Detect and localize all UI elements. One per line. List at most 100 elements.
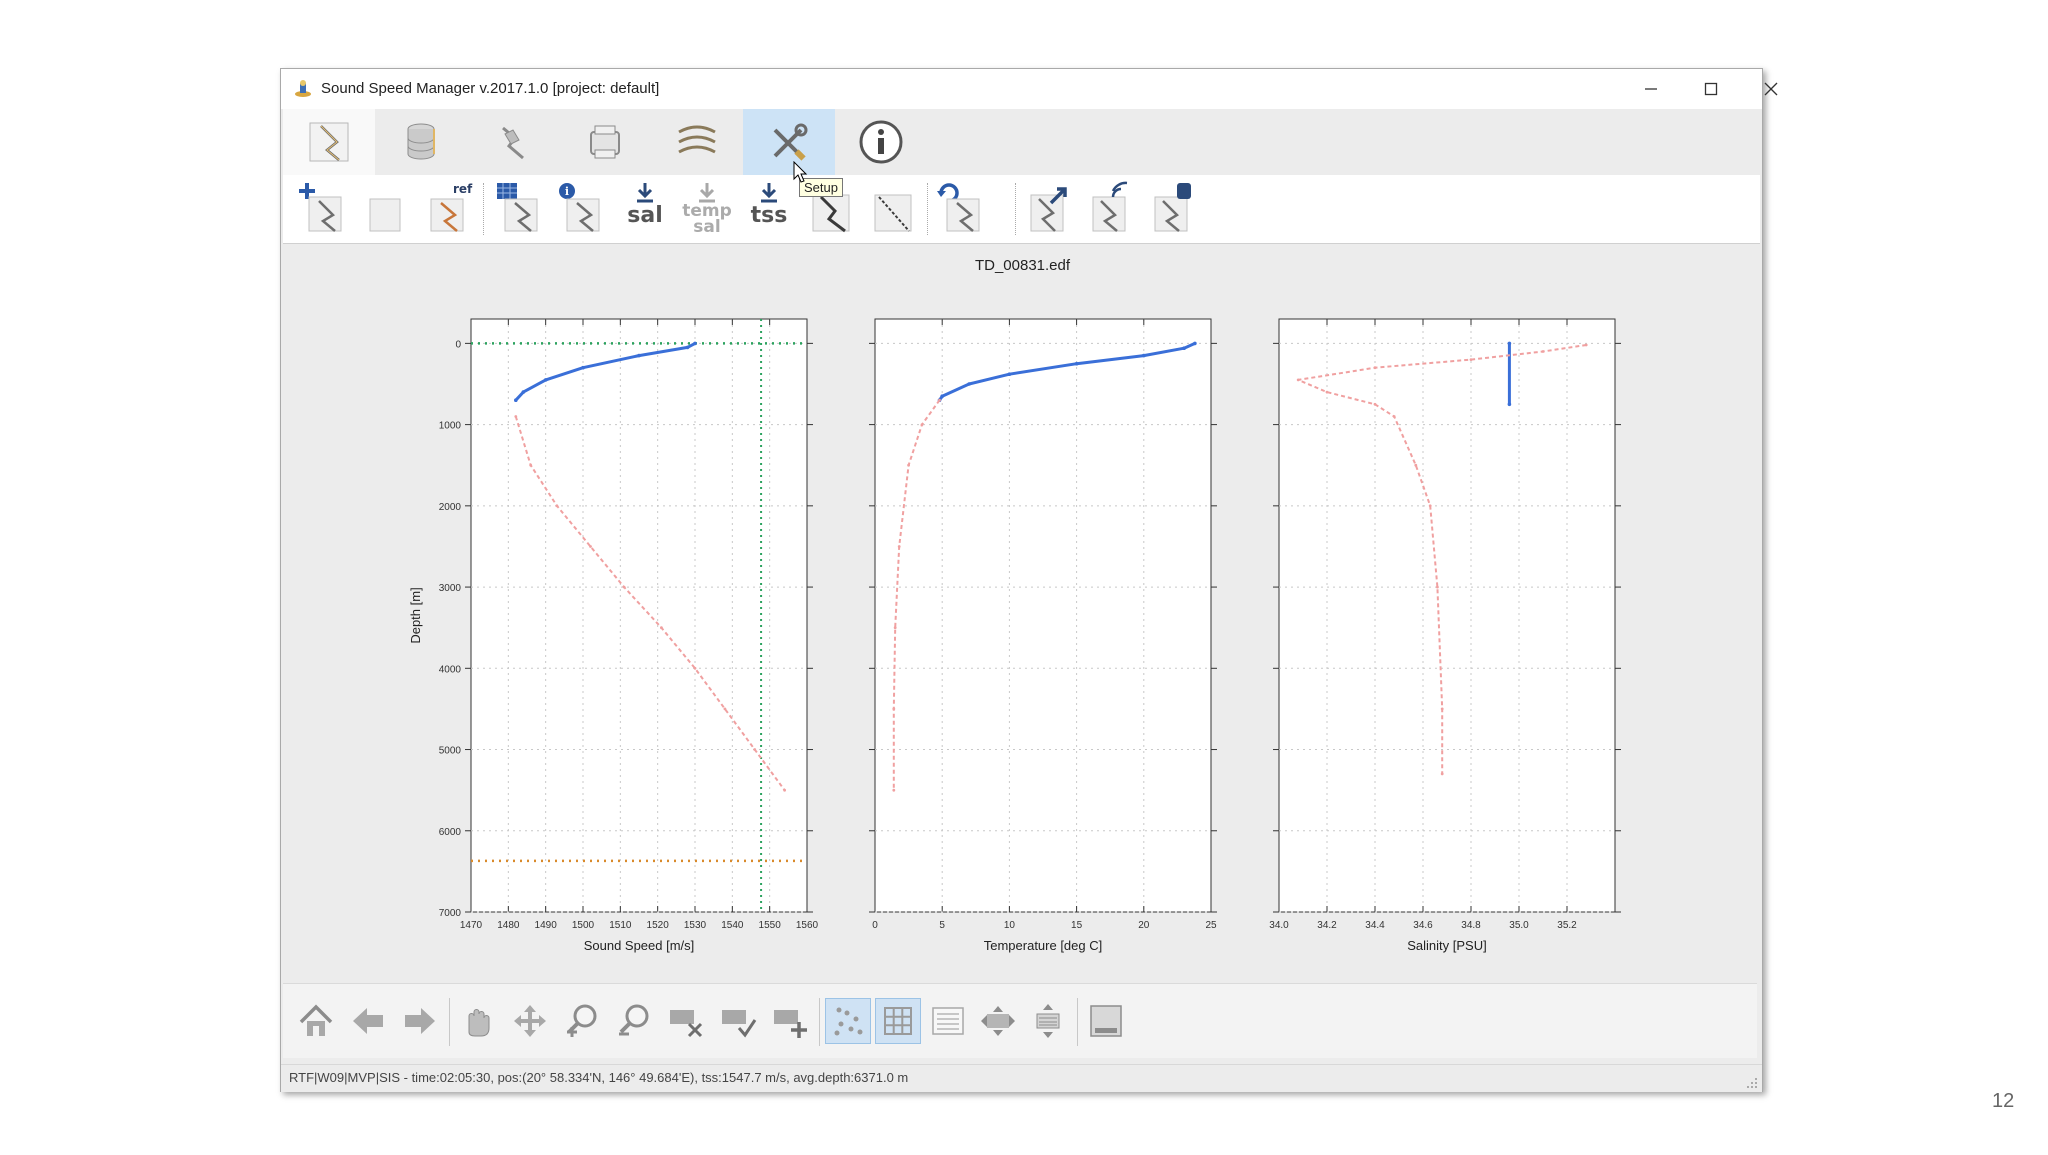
database-icon bbox=[407, 123, 435, 160]
grid-toggle-button[interactable] bbox=[875, 998, 921, 1044]
insert-sample-button[interactable] bbox=[767, 998, 813, 1044]
x-tick-label: 1550 bbox=[759, 920, 782, 931]
flagged-sample-point bbox=[1392, 415, 1396, 418]
export-button[interactable] bbox=[1023, 181, 1075, 237]
depth-tick-label: 2000 bbox=[439, 502, 462, 513]
depth-axis-label: Depth [m] bbox=[408, 587, 423, 643]
svg-text:i: i bbox=[565, 185, 569, 198]
x-tick-label: 15 bbox=[1071, 920, 1083, 931]
unflag-data-button[interactable] bbox=[715, 998, 761, 1044]
flagged-sample-point bbox=[589, 545, 592, 548]
zoom-out-button[interactable] bbox=[611, 998, 657, 1044]
x-tick-label: 34.4 bbox=[1365, 920, 1385, 931]
tab-server[interactable] bbox=[559, 109, 651, 175]
metadata-button[interactable]: i bbox=[555, 181, 607, 237]
home-view-button[interactable] bbox=[293, 998, 339, 1044]
window-title: Sound Speed Manager v.2017.1.0 [project:… bbox=[321, 80, 660, 97]
arrow-right-icon bbox=[405, 1008, 435, 1034]
tab-info[interactable] bbox=[835, 109, 927, 175]
clear-profile-button[interactable] bbox=[360, 181, 412, 237]
x-tick-label: 34.2 bbox=[1317, 920, 1337, 931]
x-tick-label: 1530 bbox=[684, 920, 707, 931]
x-tick-label: 1510 bbox=[609, 920, 632, 931]
depth-tick-label: 0 bbox=[455, 339, 461, 350]
spreadsheet-button[interactable] bbox=[493, 181, 545, 237]
editor-toolbar: ref i bbox=[283, 175, 1760, 244]
tss-label: tss bbox=[750, 203, 788, 228]
resize-grip-icon[interactable] bbox=[1746, 1077, 1758, 1089]
extend-profile-icon bbox=[812, 194, 850, 233]
tab-survey-data[interactable] bbox=[467, 109, 559, 175]
plot-panel-3: 34.0 34.2 34.4 34.6 34.8 35.0 35.2 Salinity [PS… bbox=[1269, 318, 1621, 953]
salinity-button[interactable]: sal bbox=[619, 181, 671, 237]
metadata-info-icon: i bbox=[559, 183, 600, 232]
output-button[interactable] bbox=[1083, 998, 1129, 1044]
transmit-button[interactable] bbox=[1085, 181, 1137, 237]
reference-profile-button[interactable]: ref bbox=[423, 181, 475, 237]
reference-profile-icon: ref bbox=[430, 182, 473, 232]
home-icon bbox=[299, 1004, 333, 1036]
x-tick-label: 25 bbox=[1205, 920, 1217, 931]
info-icon bbox=[859, 120, 903, 164]
flag-data-button[interactable] bbox=[663, 998, 709, 1044]
tab-editor[interactable] bbox=[283, 109, 375, 175]
flagged-sample-point bbox=[893, 626, 897, 630]
show-flagged-button[interactable] bbox=[825, 998, 871, 1044]
x-tick-label: 1490 bbox=[535, 920, 558, 931]
x-axis-label: Temperature [deg C] bbox=[984, 938, 1103, 953]
app-logo-icon bbox=[295, 80, 311, 97]
restart-processing-button[interactable] bbox=[935, 181, 987, 237]
mouse-cursor-icon bbox=[793, 161, 808, 183]
zoom-out-icon bbox=[619, 1004, 649, 1036]
fit-depth-button[interactable] bbox=[1025, 998, 1071, 1044]
setup-tools-icon bbox=[773, 123, 808, 161]
server-icon bbox=[590, 125, 620, 159]
x-tick-label: 35.0 bbox=[1509, 920, 1529, 931]
depth-tick-label: 7000 bbox=[439, 908, 462, 919]
thinning-icon bbox=[874, 194, 912, 232]
forward-button[interactable] bbox=[397, 998, 443, 1044]
depth-tick-label: 5000 bbox=[439, 746, 462, 757]
grid-icon bbox=[884, 1007, 912, 1035]
refresh-icon bbox=[937, 183, 980, 232]
flag-check-icon bbox=[722, 1010, 757, 1038]
fit-depth-icon bbox=[1036, 1004, 1060, 1038]
preview-thinning-button[interactable] bbox=[867, 181, 919, 237]
flagged-sample-point bbox=[514, 415, 518, 418]
flagged-sample-point bbox=[1440, 707, 1444, 711]
setup-tooltip: Setup bbox=[799, 178, 843, 197]
tss-button[interactable]: tss bbox=[743, 181, 795, 237]
legend-icon bbox=[932, 1007, 964, 1035]
minimize-button[interactable] bbox=[1621, 69, 1681, 109]
zoom-in-button[interactable] bbox=[559, 998, 605, 1044]
fit-view-button[interactable] bbox=[975, 998, 1021, 1044]
valid-sample-point bbox=[1507, 341, 1512, 346]
depth-tick-label: 3000 bbox=[439, 583, 462, 594]
main-tab-bar bbox=[283, 109, 927, 175]
extend-profile-button[interactable] bbox=[805, 181, 857, 237]
depth-tick-label: 4000 bbox=[439, 664, 462, 675]
valid-sample-point bbox=[543, 378, 548, 382]
close-button[interactable] bbox=[1741, 69, 1801, 109]
tab-setup[interactable] bbox=[743, 109, 835, 175]
temp-sal-button[interactable]: temp sal bbox=[681, 181, 733, 237]
valid-sample-point bbox=[1074, 361, 1079, 366]
valid-sample-point bbox=[967, 382, 971, 386]
move-button[interactable] bbox=[507, 998, 553, 1044]
flagged-sample-point bbox=[892, 788, 896, 792]
tab-database[interactable] bbox=[375, 109, 467, 175]
flagged-sample-point bbox=[1584, 343, 1588, 347]
download-icon bbox=[637, 183, 653, 203]
legend-toggle-button[interactable] bbox=[925, 998, 971, 1044]
back-button[interactable] bbox=[345, 998, 391, 1044]
tab-refraction-monitor[interactable] bbox=[651, 109, 743, 175]
save-to-db-button[interactable] bbox=[1147, 181, 1199, 237]
maximize-button[interactable] bbox=[1681, 69, 1741, 109]
export-icon bbox=[1030, 187, 1067, 232]
pan-button[interactable] bbox=[455, 998, 501, 1044]
load-profile-button[interactable] bbox=[297, 181, 349, 237]
flagged-sample-point bbox=[1440, 772, 1444, 776]
profile-plots[interactable]: Depth [m]1470 1480 1490 1500 1510 1520 1530 154… bbox=[281, 69, 1764, 969]
x-tick-label: 1480 bbox=[497, 920, 520, 931]
arrow-left-icon bbox=[353, 1008, 383, 1034]
